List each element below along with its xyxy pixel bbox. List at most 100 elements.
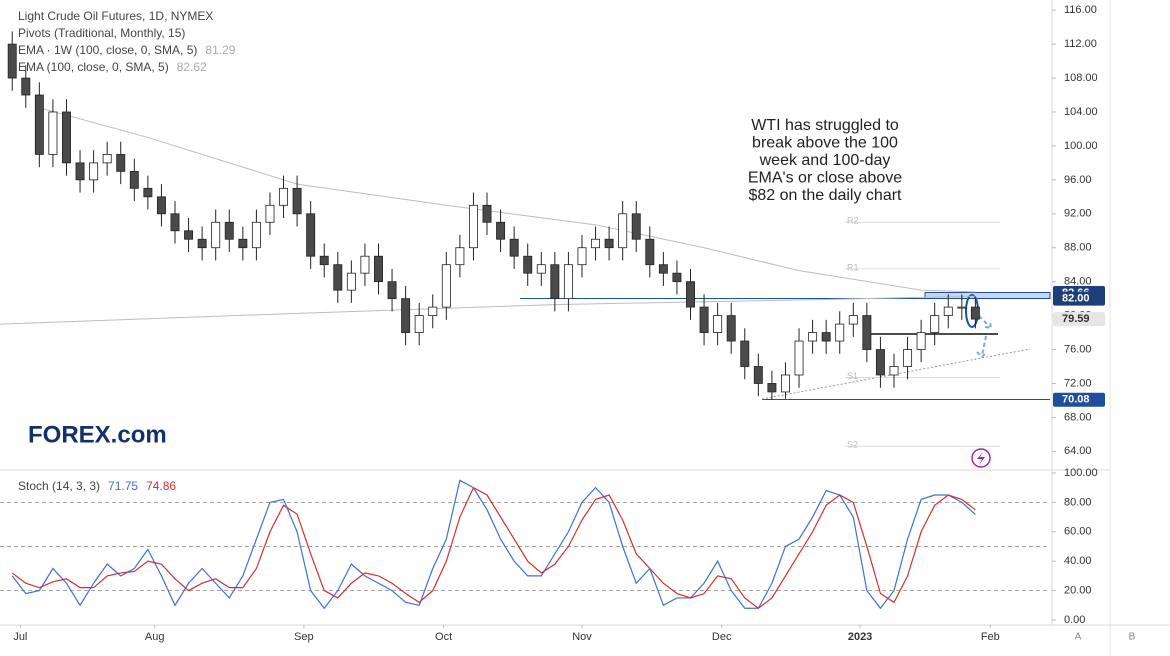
y-tick-label: 92.00 <box>1064 208 1092 220</box>
candle-body <box>428 306 438 316</box>
indicator-value: 81.29 <box>205 43 235 57</box>
price-label: 70.08 <box>1062 394 1090 406</box>
candle-body <box>835 323 845 342</box>
y-tick-label: 0.00 <box>1064 614 1085 626</box>
stoch-line <box>11 479 976 610</box>
candle-body <box>7 43 17 79</box>
x-tick-label: Nov <box>572 631 592 643</box>
candle-body <box>197 238 207 249</box>
candle-body <box>48 111 58 155</box>
price-label: 82.00 <box>1062 293 1090 305</box>
candle-body <box>89 162 99 181</box>
candle-body <box>441 264 451 308</box>
candle-body <box>591 238 601 249</box>
y-tick-label: 100.00 <box>1064 467 1098 479</box>
candle-body <box>116 154 126 172</box>
y-tick-label: 88.00 <box>1064 242 1092 254</box>
candle-body <box>550 264 560 300</box>
scale-button[interactable]: B <box>1129 632 1136 643</box>
candle-body <box>387 281 397 300</box>
candle-body <box>509 238 519 257</box>
arrow <box>976 335 988 359</box>
candle-body <box>292 187 302 215</box>
candle-body <box>713 315 723 333</box>
candle-body <box>740 340 750 367</box>
candle-body <box>102 154 112 164</box>
y-tick-label: 20.00 <box>1064 584 1092 596</box>
scale-button[interactable]: A <box>1075 632 1082 643</box>
candle-body <box>970 306 980 320</box>
indicator-label: EMA (100, close, 0, SMA, 5) <box>18 60 169 74</box>
alert-icon[interactable] <box>971 448 991 468</box>
candle-body <box>143 187 153 198</box>
candle-body <box>468 204 478 249</box>
indicator-label: Pivots (Traditional, Monthly, 15) <box>18 26 185 40</box>
x-tick-label: Feb <box>981 631 1000 643</box>
candle-body <box>306 213 316 257</box>
y-tick-label: 100.00 <box>1064 140 1098 152</box>
candle-body <box>794 340 804 376</box>
annotation-text: EMA's or close above <box>748 170 902 187</box>
pivot-label: S1 <box>847 371 858 381</box>
logo: FOREX.com <box>28 421 167 448</box>
annotation-text: WTI has struggled to <box>751 117 899 134</box>
candle-body <box>699 306 709 333</box>
candle-body <box>482 204 492 223</box>
price-label-box <box>1053 312 1105 327</box>
chart-title: Light Crude Oil Futures, 1D, NYMEX <box>18 9 213 23</box>
y-tick-label: 96.00 <box>1064 174 1092 186</box>
ema-line <box>39 107 976 293</box>
candle-body <box>821 332 831 342</box>
candle-body <box>238 238 248 249</box>
price-label-box <box>1053 392 1105 407</box>
y-tick-label: 84.00 <box>1064 276 1092 288</box>
candle-body <box>279 187 288 206</box>
candle-body <box>916 332 926 350</box>
resistance-zone <box>924 292 1051 299</box>
candle-body <box>523 255 533 274</box>
candle-body <box>930 315 940 333</box>
x-tick-label: Aug <box>145 631 165 643</box>
y-tick-label: 40.00 <box>1064 555 1092 567</box>
candle-body <box>401 298 411 333</box>
x-tick-label: Jul <box>13 631 27 643</box>
stoch-line <box>11 486 976 609</box>
candle-body <box>170 213 180 232</box>
annotation-text: week and 100-day <box>759 152 891 169</box>
pivot-label: R2 <box>847 216 859 226</box>
candle-body <box>156 196 166 215</box>
candle-body <box>658 264 668 274</box>
candle-body <box>848 315 858 325</box>
candle-body <box>184 230 194 240</box>
candle-body <box>957 306 967 309</box>
candle-body <box>333 264 343 291</box>
price-label: 79.59 <box>1062 313 1090 325</box>
candle-body <box>645 238 655 266</box>
candle-body <box>62 111 71 164</box>
candle-body <box>631 213 641 240</box>
y-tick-label: 64.00 <box>1064 445 1092 457</box>
indicator-label: EMA · 1W (100, close, 0, SMA, 5) <box>18 43 197 57</box>
indicator-value: 82.62 <box>177 60 207 74</box>
candle-body <box>808 332 818 342</box>
candle-body <box>780 374 790 393</box>
candle-body <box>34 94 44 155</box>
candle-body <box>455 247 465 266</box>
candle-body <box>753 366 763 384</box>
candle-body <box>346 272 356 291</box>
annotation-text: break above the 100 <box>752 135 898 152</box>
y-tick-label: 72.00 <box>1064 377 1092 389</box>
candle-body <box>767 383 777 393</box>
candle-body <box>251 221 261 249</box>
candle-body <box>604 238 614 249</box>
candle-body <box>536 264 546 274</box>
candle-body <box>414 315 424 333</box>
y-tick-label: 116.00 <box>1064 4 1097 16</box>
candle-body <box>496 221 506 240</box>
pivot-label: R1 <box>847 262 859 272</box>
drawings <box>520 292 1051 468</box>
x-tick-label: Oct <box>435 631 452 643</box>
x-tick-label: 2023 <box>848 631 872 643</box>
